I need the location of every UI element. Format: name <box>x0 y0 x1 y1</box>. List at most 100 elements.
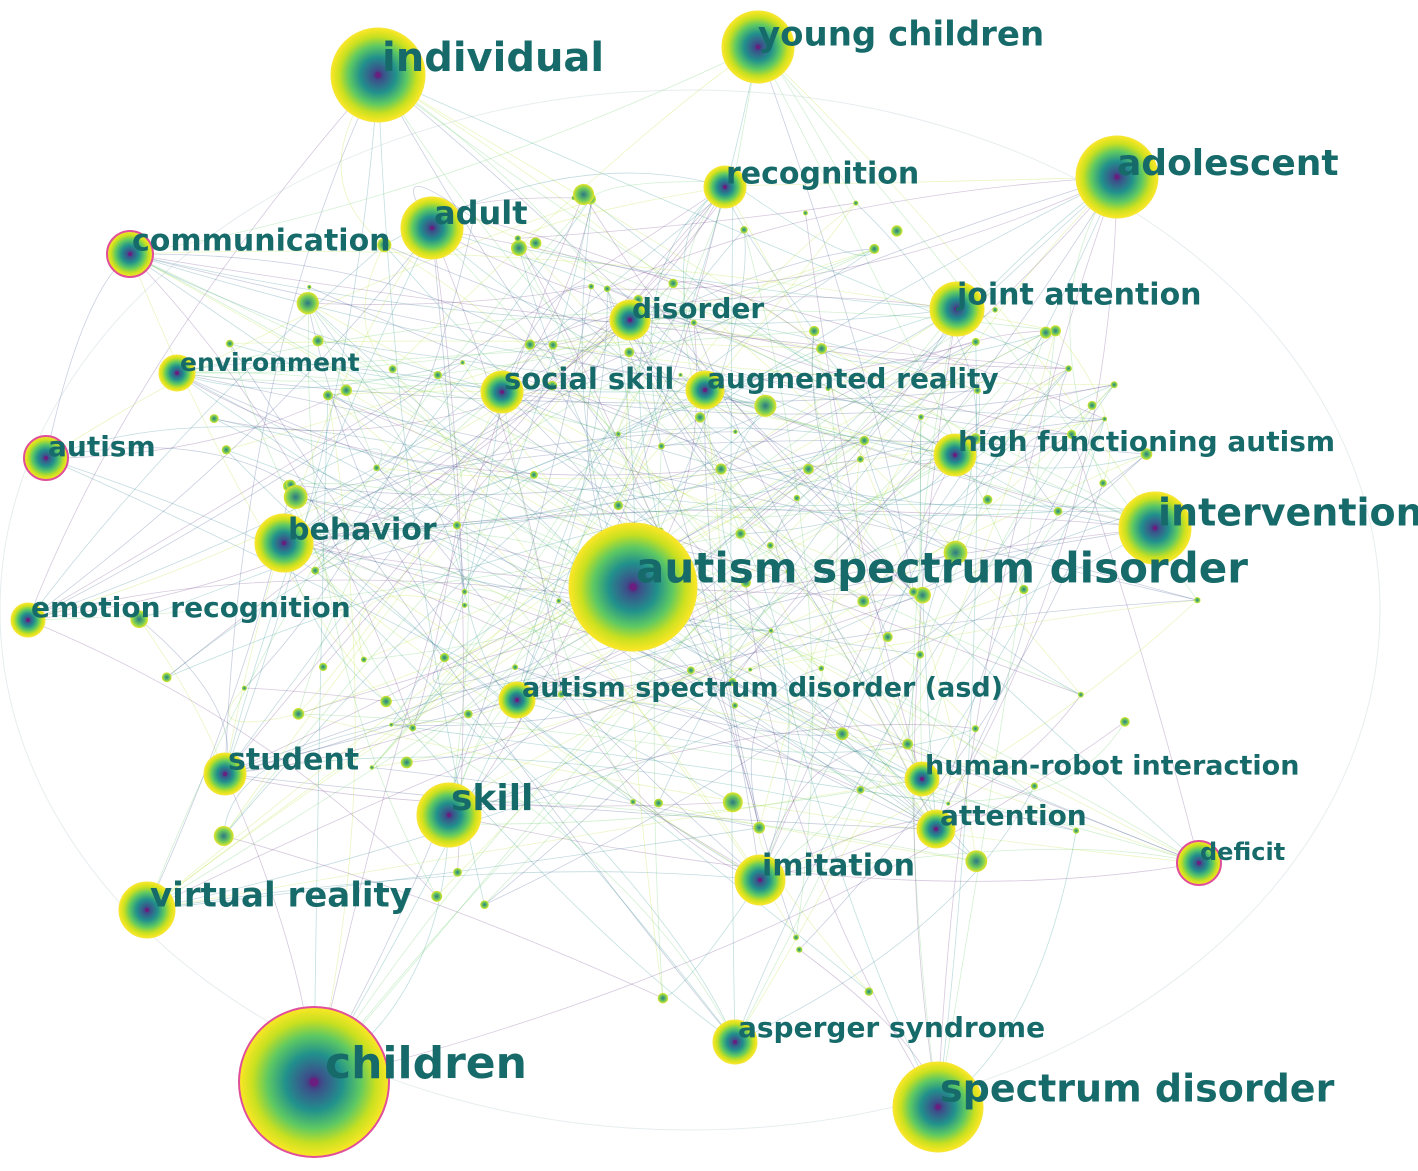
edge <box>377 74 772 631</box>
minor-node <box>400 756 413 769</box>
edge <box>607 288 1072 435</box>
edge <box>759 743 908 881</box>
edge <box>501 200 593 393</box>
minor-node <box>668 278 678 289</box>
edge <box>371 202 857 768</box>
edge <box>391 332 1046 726</box>
edge <box>390 200 593 726</box>
minor-node <box>1110 381 1118 389</box>
edge <box>732 368 1069 683</box>
edge <box>313 286 592 1083</box>
node-core <box>145 908 149 912</box>
edge <box>129 253 1069 369</box>
node-label: individual <box>382 35 604 81</box>
minor-node <box>460 360 465 365</box>
edge <box>516 368 1069 701</box>
edge <box>516 288 608 701</box>
minor-node <box>974 387 981 394</box>
minor-node <box>785 569 791 574</box>
minor-node <box>1039 326 1052 339</box>
edge <box>759 636 889 881</box>
edge <box>501 391 976 729</box>
edge <box>533 308 958 476</box>
minor-node <box>816 343 828 355</box>
minor-node <box>856 455 864 463</box>
edge <box>517 186 726 239</box>
edge <box>385 701 736 1043</box>
minor-node <box>715 463 727 475</box>
edge <box>176 372 722 476</box>
edge <box>758 176 1118 828</box>
edge <box>516 669 691 701</box>
edge <box>315 458 861 571</box>
node-core <box>223 772 227 776</box>
node-core <box>934 827 938 831</box>
edge <box>295 440 1147 498</box>
edge <box>146 440 865 911</box>
edge <box>484 176 1118 905</box>
edge <box>298 527 1156 715</box>
edge <box>146 198 591 911</box>
edge <box>166 319 631 678</box>
edge <box>176 372 923 780</box>
minor-node <box>686 666 695 675</box>
edge <box>295 496 1200 864</box>
minor-node <box>161 672 172 683</box>
edge <box>288 448 383 487</box>
node-core <box>26 618 30 622</box>
edge <box>590 286 937 830</box>
edge <box>1055 330 1111 484</box>
edge <box>759 599 1198 881</box>
minor-node <box>377 237 392 253</box>
minor-node <box>213 826 234 846</box>
edge <box>607 176 1118 290</box>
edge <box>391 630 772 726</box>
edge <box>313 721 1126 1083</box>
edge <box>384 244 747 583</box>
node-label: skill <box>451 778 533 819</box>
edge <box>307 303 518 701</box>
edge <box>533 474 1077 832</box>
edge <box>298 713 1200 864</box>
edge <box>431 227 1069 369</box>
minor-node <box>859 435 870 446</box>
minor-node <box>588 283 595 290</box>
edge <box>431 227 562 695</box>
minor-node <box>624 347 635 358</box>
node-core <box>500 390 504 394</box>
edge <box>376 467 1200 864</box>
edge <box>129 253 414 729</box>
edge <box>583 194 1059 512</box>
edge <box>412 727 736 1043</box>
node-core <box>430 226 434 230</box>
edge <box>307 286 592 305</box>
node-label: young children <box>758 15 1044 55</box>
node-core <box>758 878 762 882</box>
minor-node <box>766 542 774 549</box>
edge <box>913 308 958 1108</box>
minor-node <box>793 494 801 502</box>
minor-node <box>524 339 536 350</box>
node-core <box>920 777 924 781</box>
edge <box>821 348 1156 529</box>
minor-node <box>856 785 865 794</box>
minor-node <box>311 566 320 575</box>
node-label: recognition <box>726 157 919 192</box>
edge <box>759 388 839 881</box>
nodes <box>10 10 1222 1158</box>
node-label: environment <box>180 348 360 377</box>
minor-node <box>768 628 774 634</box>
minor-node <box>748 667 753 672</box>
minor-node <box>409 724 417 732</box>
edge <box>907 368 1069 745</box>
edge <box>296 528 611 562</box>
minor-node <box>803 210 808 216</box>
edge <box>45 457 734 803</box>
edge <box>226 449 861 791</box>
minor-node <box>864 987 874 996</box>
edge <box>224 527 1156 775</box>
edge <box>535 242 1156 529</box>
minor-node <box>380 695 392 708</box>
edge <box>176 362 463 389</box>
edge <box>552 385 914 593</box>
